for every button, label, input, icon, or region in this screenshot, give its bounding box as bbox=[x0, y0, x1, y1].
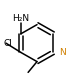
Text: N: N bbox=[59, 48, 66, 57]
Text: H₂N: H₂N bbox=[12, 14, 29, 23]
Text: Cl: Cl bbox=[4, 39, 13, 48]
